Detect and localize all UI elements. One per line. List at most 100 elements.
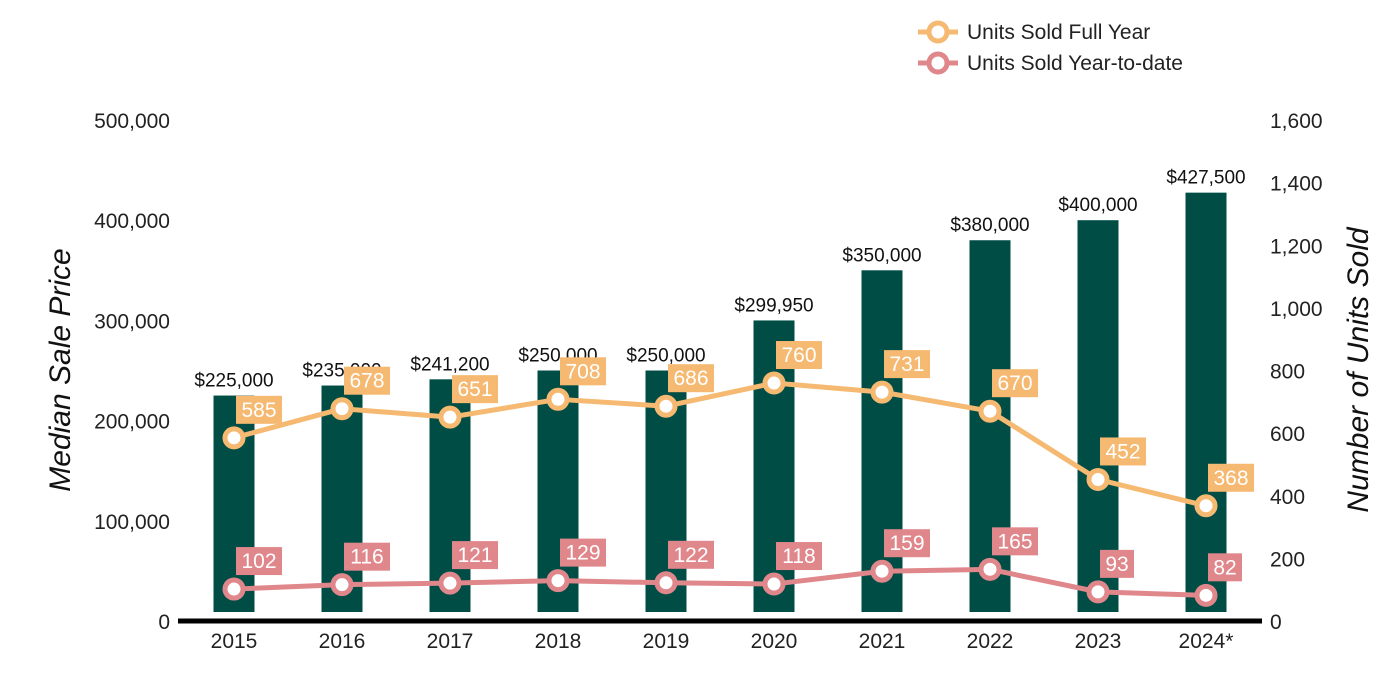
bar	[969, 240, 1011, 613]
series-label-box	[1208, 463, 1254, 492]
line-series-group: 585 678 651 708 686 760 731 670 452 368 102 116 121 1…	[222, 341, 1254, 607]
series-label-box	[452, 541, 498, 570]
x-tick-label: 2017	[427, 630, 474, 653]
series-label-box	[560, 357, 606, 386]
y2-tick-label: 200	[1270, 548, 1305, 571]
x-axis-ticks: 2015 2016 2017 2018 2019 2020 2021 2022 2023 2024…	[211, 630, 1234, 653]
legend-marker-year-to-date	[926, 51, 950, 75]
series-point	[546, 387, 570, 411]
series-point	[978, 557, 1002, 581]
series-value-label: 165	[997, 530, 1032, 553]
x-tick-label: 2019	[643, 630, 690, 653]
series-line	[233, 380, 1207, 509]
x-tick-label: 2021	[859, 630, 906, 653]
series-label-box	[236, 395, 282, 424]
series-point	[870, 559, 894, 583]
series-label-box	[776, 341, 822, 370]
series-point	[1086, 580, 1110, 604]
series-label-box	[668, 540, 714, 569]
bar-value-label: $250,000	[626, 346, 705, 367]
series-label-box	[668, 364, 714, 393]
y2-tick-label: 800	[1270, 361, 1305, 384]
series-value-label: 708	[565, 360, 600, 383]
series-point	[222, 426, 246, 450]
x-tick-label: 2018	[535, 630, 582, 653]
series-point	[546, 569, 570, 593]
series-point	[1194, 494, 1218, 518]
series-value-label: 116	[350, 546, 383, 569]
series-point	[762, 572, 786, 596]
series-label-box	[992, 527, 1038, 556]
series-label-box	[1100, 437, 1146, 466]
bar-value-label: $380,000	[950, 215, 1029, 236]
bar-value-label: $299,950	[734, 295, 813, 316]
series-point	[1086, 467, 1110, 491]
y2-tick-label: 600	[1270, 423, 1305, 446]
series-point	[222, 577, 246, 601]
series-point	[330, 573, 354, 597]
series-value-label: 760	[781, 344, 816, 367]
y-tick-label: 500,000	[94, 110, 170, 133]
x-tick-label: 2024*	[1179, 630, 1234, 653]
x-tick-label: 2016	[319, 630, 366, 653]
series-point	[978, 399, 1002, 423]
series-value-label: 686	[673, 367, 708, 390]
y2-tick-label: 400	[1270, 486, 1305, 509]
x-tick-label: 2015	[211, 630, 258, 653]
series-point	[870, 380, 894, 404]
y2-tick-label: 1,000	[1270, 298, 1323, 321]
series-point	[438, 405, 462, 429]
series-value-label: 452	[1105, 440, 1140, 463]
series-label-box	[560, 538, 606, 567]
series-point	[330, 397, 354, 421]
bar-value-label: $350,000	[842, 245, 921, 266]
y-axis-ticks: 0 100,000 200,000 300,000 400,000 500,000	[94, 110, 170, 634]
bar-value-labels: $225,000 $235,000 $241,200 $250,000 $250,000…	[194, 168, 1245, 392]
y-tick-label: 200,000	[94, 411, 170, 434]
legend-label-full-year: Units Sold Full Year	[967, 21, 1150, 44]
y2-tick-label: 1,400	[1270, 173, 1323, 196]
series-label-box	[1100, 549, 1134, 578]
legend-label-year-to-date: Units Sold Year-to-date	[967, 52, 1183, 75]
bar-value-label: $241,200	[410, 354, 489, 375]
x-tick-label: 2023	[1075, 630, 1122, 653]
series-value-label: 122	[673, 544, 708, 567]
y2-axis-title: Number of Units Sold	[1342, 226, 1375, 512]
series-point	[654, 394, 678, 418]
series-point	[438, 571, 462, 595]
series-label-box	[992, 369, 1038, 398]
series-value-label: 731	[889, 353, 924, 376]
series-line	[233, 566, 1207, 598]
series-value-label: 102	[241, 550, 276, 573]
series-value-label: 670	[997, 372, 1032, 395]
series-value-label: 678	[349, 370, 384, 393]
series-label-box	[884, 529, 930, 558]
series-value-label: 159	[889, 532, 924, 555]
bar-value-label: $225,000	[194, 371, 273, 392]
series-point	[1194, 583, 1218, 607]
y2-tick-label: 0	[1270, 611, 1282, 634]
y-tick-label: 300,000	[94, 310, 170, 333]
y-tick-label: 100,000	[94, 511, 170, 534]
y-tick-label: 0	[158, 611, 170, 634]
series-value-label: 121	[457, 544, 492, 567]
bar-value-label: $400,000	[1058, 195, 1137, 216]
bar-value-label: $427,500	[1166, 168, 1245, 189]
series-value-label: 93	[1105, 553, 1128, 576]
y2-axis-ticks: 0 200 400 600 800 1,000 1,200 1,400 1,600	[1270, 110, 1323, 634]
x-tick-label: 2020	[751, 630, 798, 653]
legend-marker-full-year	[926, 20, 950, 44]
series-label-box	[776, 542, 822, 571]
series-value-label: 651	[457, 378, 492, 401]
y2-tick-label: 1,600	[1270, 110, 1323, 133]
series-value-label: 118	[782, 545, 815, 568]
series-label-box	[344, 366, 390, 395]
bar	[1185, 192, 1227, 612]
series-value-label: 585	[241, 399, 276, 422]
series-point	[762, 371, 786, 395]
series-value-label: 82	[1213, 556, 1236, 579]
series-value-label: 129	[565, 542, 600, 565]
y-tick-label: 400,000	[94, 210, 170, 233]
series-label-box	[1208, 553, 1242, 582]
